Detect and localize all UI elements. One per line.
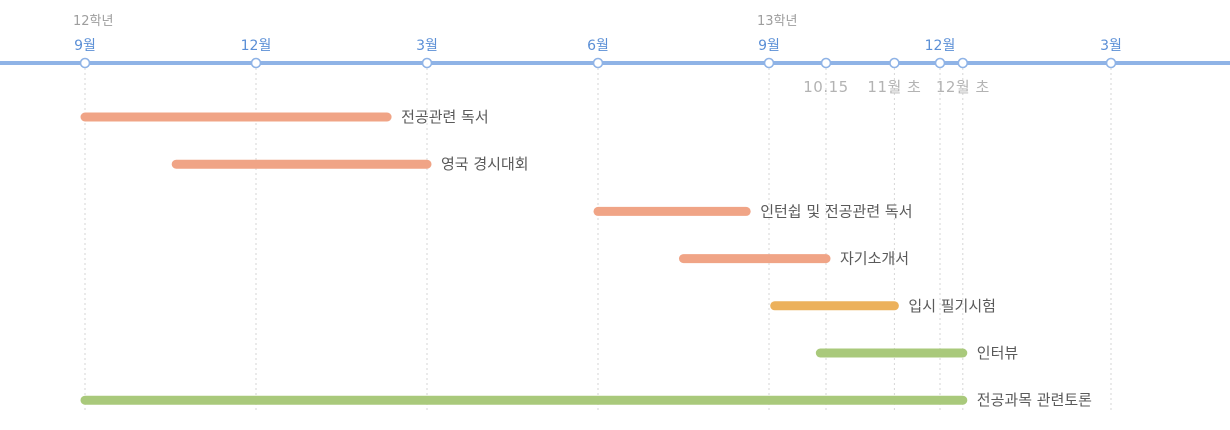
- task-label: 인턴쉽 및 전공관련 독서: [760, 202, 912, 220]
- axis-dot: [592, 57, 604, 69]
- month-tick-label: 12월: [241, 38, 272, 54]
- month-tick-label: 12월: [925, 38, 956, 54]
- axis-dot: [957, 57, 969, 69]
- year-label: 13학년: [757, 14, 797, 29]
- task-label: 자기소개서: [840, 250, 909, 268]
- month-tick-label: 3월: [416, 38, 438, 54]
- axis-dot: [889, 57, 900, 69]
- axis-dots: [79, 57, 1117, 69]
- month-tick-label: 9월: [758, 38, 780, 54]
- axis-dot: [763, 57, 775, 69]
- axis-dot: [79, 57, 91, 69]
- task-label: 인터뷰: [977, 344, 1019, 362]
- task-label: 전공과목 관련토론: [977, 391, 1092, 409]
- milestone-label: 12월 초: [936, 78, 990, 96]
- task-label: 전공관련 독서: [401, 108, 489, 126]
- axis-dot: [934, 57, 946, 69]
- month-tick-label: 3월: [1100, 38, 1122, 54]
- milestone-label: 10.15: [803, 78, 848, 96]
- axis-dot: [250, 57, 262, 69]
- milestone-label: 11월 초: [867, 78, 921, 96]
- month-tick-label: 9월: [74, 38, 96, 54]
- axis-dot: [1105, 57, 1117, 69]
- axis-dot: [820, 57, 832, 69]
- task-label: 영국 경시대회: [441, 155, 529, 173]
- axis-labels: 12학년 13학년 9월 12월 3월 6월 9월 12월 3월 10.15 11월 초 12월 초: [73, 14, 1122, 96]
- year-label: 12학년: [73, 14, 113, 29]
- month-tick-label: 6월: [587, 38, 609, 54]
- task-label: 입시 필기시험: [908, 297, 996, 315]
- axis-dot: [421, 57, 433, 69]
